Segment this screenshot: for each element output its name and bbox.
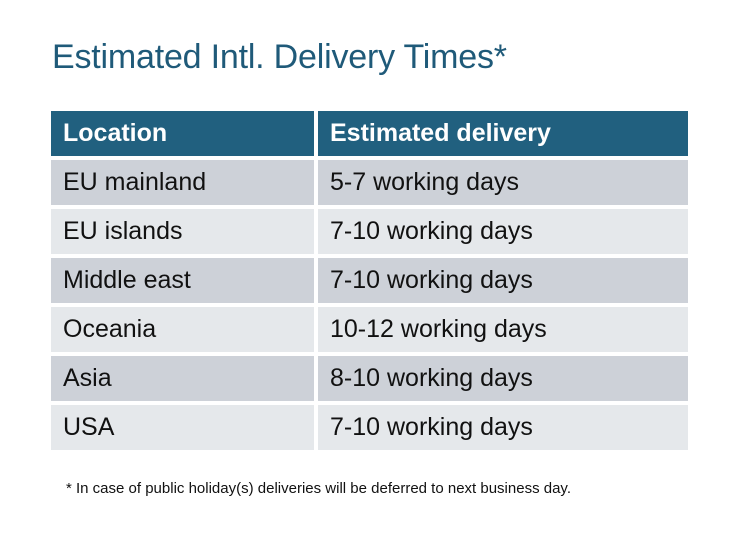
table-row: Middle east 7-10 working days	[51, 258, 688, 303]
header-estimated-delivery: Estimated delivery	[318, 111, 688, 156]
footnote: * In case of public holiday(s) deliverie…	[66, 480, 571, 497]
delivery-times-table: Location Estimated delivery EU mainland 5…	[47, 107, 692, 454]
location-cell: Oceania	[51, 307, 314, 352]
table-row: USA 7-10 working days	[51, 405, 688, 450]
delivery-cell: 5-7 working days	[318, 160, 688, 205]
table-row: Asia 8-10 working days	[51, 356, 688, 401]
location-cell: EU mainland	[51, 160, 314, 205]
delivery-cell: 7-10 working days	[318, 405, 688, 450]
location-cell: Middle east	[51, 258, 314, 303]
delivery-cell: 8-10 working days	[318, 356, 688, 401]
table-row: EU islands 7-10 working days	[51, 209, 688, 254]
location-cell: Asia	[51, 356, 314, 401]
delivery-cell: 7-10 working days	[318, 209, 688, 254]
table-row: EU mainland 5-7 working days	[51, 160, 688, 205]
delivery-cell: 10-12 working days	[318, 307, 688, 352]
table-header-row: Location Estimated delivery	[51, 111, 688, 156]
location-cell: USA	[51, 405, 314, 450]
page-title: Estimated Intl. Delivery Times*	[52, 38, 507, 76]
location-cell: EU islands	[51, 209, 314, 254]
table-row: Oceania 10-12 working days	[51, 307, 688, 352]
header-location: Location	[51, 111, 314, 156]
delivery-cell: 7-10 working days	[318, 258, 688, 303]
